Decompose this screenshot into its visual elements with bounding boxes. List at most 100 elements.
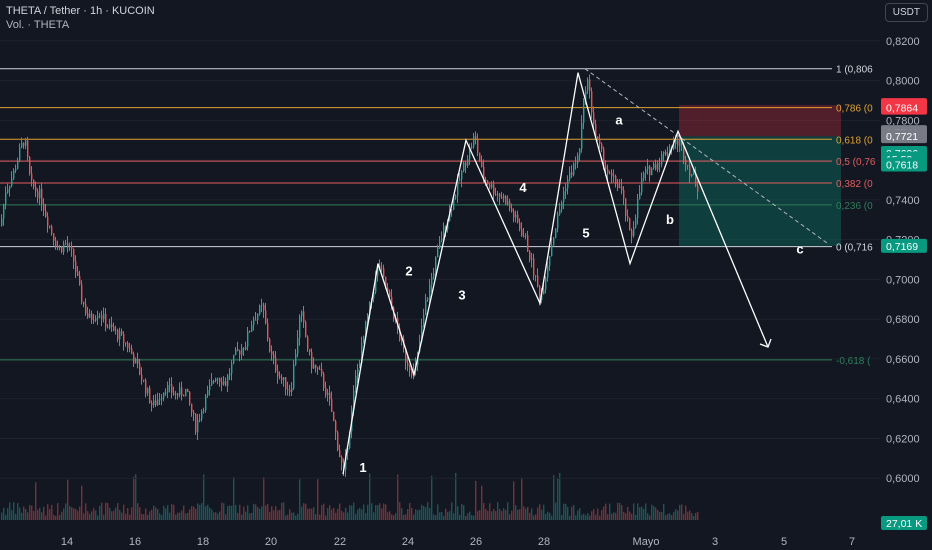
candle-body	[675, 139, 677, 145]
volume-bar	[629, 511, 631, 520]
candle-body	[695, 172, 697, 187]
volume-bar	[331, 509, 333, 520]
wave-arrow-head	[759, 338, 772, 348]
candle-body	[381, 268, 383, 270]
volume-bar	[339, 503, 341, 520]
take-profit-zone[interactable]	[679, 136, 841, 246]
volume-bar	[593, 509, 595, 520]
candle-body	[487, 180, 489, 185]
candle-body	[21, 142, 23, 148]
volume-bar	[665, 515, 667, 520]
volume-bar	[459, 514, 461, 520]
stop-loss-zone[interactable]	[679, 105, 841, 137]
candle-body	[185, 388, 187, 397]
candle-body	[641, 178, 643, 193]
candle-body	[559, 209, 561, 215]
volume-bar	[79, 506, 81, 520]
price-axis[interactable]: 0,82000,80000,78000,76000,74000,72000,70…	[880, 0, 932, 550]
volume-bar	[271, 506, 273, 520]
candle-body	[51, 226, 53, 234]
volume-bar	[589, 515, 591, 520]
volume-bar	[603, 506, 605, 520]
volume-bar	[403, 514, 405, 520]
candle-body	[293, 364, 295, 389]
candle-body	[359, 363, 361, 369]
candle-body	[57, 246, 59, 248]
position-tool[interactable]	[679, 105, 841, 246]
candle-body	[507, 201, 509, 205]
candle-body	[569, 172, 571, 180]
currency-button[interactable]: USDT	[884, 3, 928, 22]
volume-bar	[95, 510, 97, 520]
candle-body	[581, 122, 583, 149]
wave-path[interactable]	[342, 72, 769, 475]
candle-body	[405, 348, 407, 363]
candle-body	[543, 289, 545, 295]
candle-body	[697, 186, 699, 192]
volume-bar	[559, 472, 561, 520]
candle-body	[157, 399, 159, 406]
volume-bar	[205, 506, 207, 520]
candle-body	[299, 316, 301, 338]
candle-body	[647, 166, 649, 170]
candle-body	[363, 336, 365, 343]
candle-body	[495, 194, 497, 196]
candle-body	[463, 162, 465, 171]
trend-line[interactable]	[584, 68, 829, 245]
candle-body	[609, 172, 611, 174]
candle-body	[333, 411, 335, 422]
volume-bar	[293, 512, 295, 520]
candle-body	[305, 322, 307, 337]
volume-bar	[267, 503, 269, 520]
candle-body	[121, 331, 123, 335]
candle-body	[455, 195, 457, 198]
volume-bar	[215, 512, 217, 520]
candle-body	[677, 139, 679, 146]
volume-bar	[635, 514, 637, 520]
candle-body	[539, 286, 541, 301]
volume-bar	[195, 508, 197, 520]
volume-bar	[11, 510, 13, 520]
volume-bar	[111, 511, 113, 520]
candle-body	[35, 186, 37, 192]
candle-body	[267, 323, 269, 339]
volume-bar	[355, 513, 357, 520]
volume-bar	[315, 514, 317, 520]
volume-bar	[185, 513, 187, 520]
volume-bar	[545, 513, 547, 520]
candle-body	[53, 233, 55, 241]
candle-body	[505, 196, 507, 205]
candle-body	[685, 159, 687, 166]
candle-body	[587, 79, 589, 91]
volume-bar	[375, 505, 377, 520]
volume-bar	[337, 508, 339, 520]
candle-body	[301, 311, 303, 317]
elliott-wave-drawing[interactable]: 1 2 3 4 5 a b c	[342, 72, 804, 476]
candle-body	[555, 228, 557, 238]
volume-bar	[613, 512, 615, 520]
volume-bar	[679, 504, 681, 520]
fibonacci-retracement[interactable]: 1 (0,806 0,786 (0 0,618 (0 0,5 (0,76 0,382 (…	[0, 65, 876, 367]
candle-body	[483, 166, 485, 180]
candle-body	[663, 151, 665, 155]
volume-bar	[363, 504, 365, 520]
candle-body	[179, 387, 181, 396]
candle-body	[423, 314, 425, 326]
candle-body	[477, 139, 479, 153]
candle-body	[529, 251, 531, 260]
volume-bar	[497, 502, 499, 520]
volume-bar	[683, 513, 685, 520]
candle-body	[115, 329, 117, 331]
volume-bar	[383, 503, 385, 520]
price-label-text: 0,7864	[886, 103, 918, 115]
volume-bar	[475, 480, 477, 520]
candle-body	[425, 299, 427, 315]
time-tick-label: 22	[334, 536, 346, 548]
time-axis[interactable]: 14 16 18 20 22 24 26 28 Mayo 3 5 7	[0, 532, 932, 550]
volume-bar	[645, 503, 647, 520]
volume-bar	[189, 509, 191, 520]
candle-body	[329, 392, 331, 400]
candle-body	[629, 218, 631, 231]
volume-bar	[649, 515, 651, 520]
